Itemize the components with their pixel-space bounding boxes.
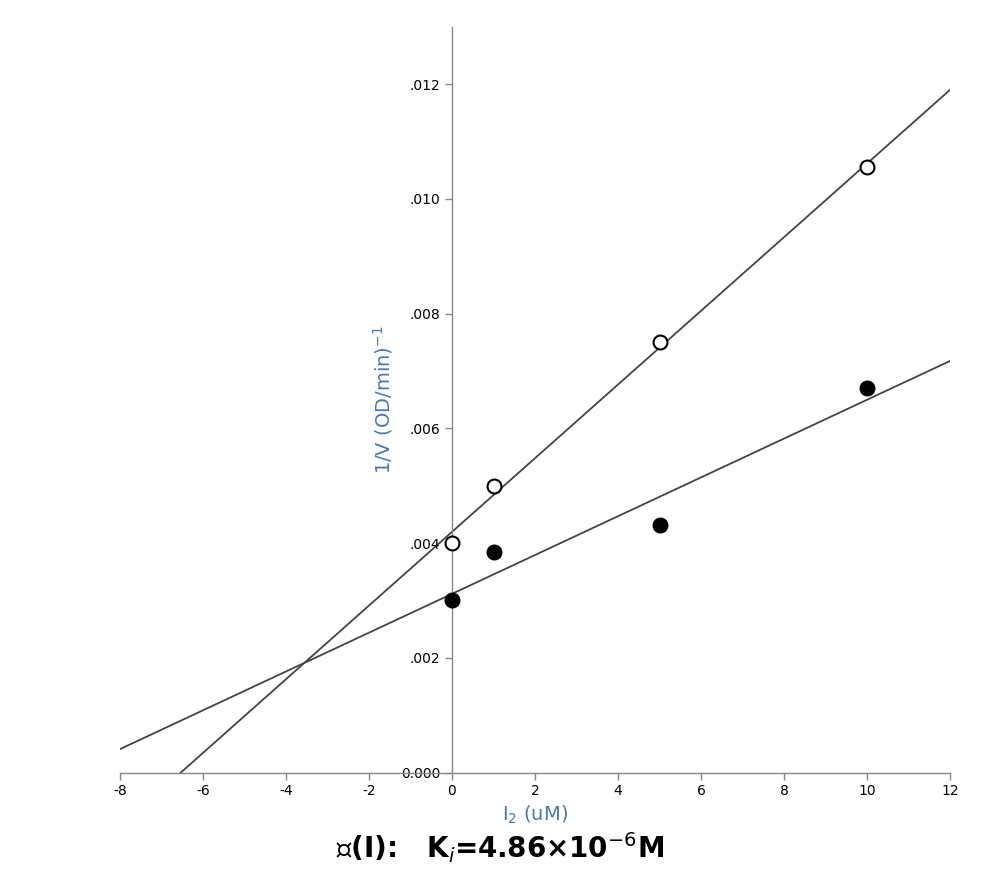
Text: 式(I):   K$_i$=4.86×10$^{-6}$M: 式(I): K$_i$=4.86×10$^{-6}$M (336, 830, 664, 866)
Point (652, 518, 668, 532)
Point (486, 479, 501, 493)
X-axis label: I$_2$ (uM): I$_2$ (uM) (502, 804, 568, 826)
Y-axis label: 1/V (OD/min)$^{-1}$: 1/V (OD/min)$^{-1}$ (371, 325, 395, 474)
Point (486, 544, 501, 559)
Point (859, 381, 875, 395)
Point (859, 160, 875, 174)
Point (444, 593, 460, 607)
Point (652, 335, 668, 349)
Point (444, 536, 460, 551)
